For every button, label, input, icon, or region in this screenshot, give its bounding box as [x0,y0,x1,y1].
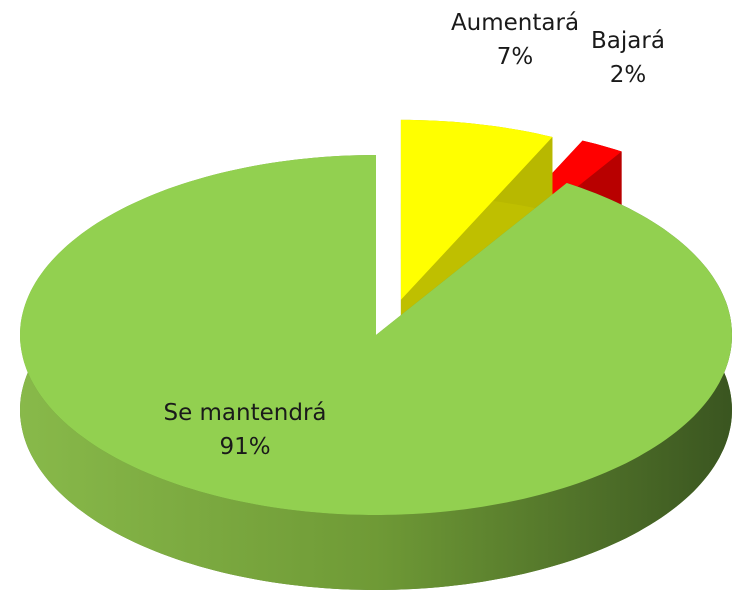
slice [400,119,553,300]
data-label: Bajará 2% [591,28,665,88]
slice [20,155,732,590]
category-label: Aumentará [451,10,579,36]
value-label: 2% [610,62,647,88]
slice [20,155,732,515]
data-label: Aumentará 7% [451,10,579,70]
value-label: 91% [219,434,270,460]
value-label: 7% [497,44,534,70]
data-label: Se mantendrá 91% [163,400,326,460]
category-label: Se mantendrá [163,400,326,426]
category-label: Bajará [591,28,665,54]
